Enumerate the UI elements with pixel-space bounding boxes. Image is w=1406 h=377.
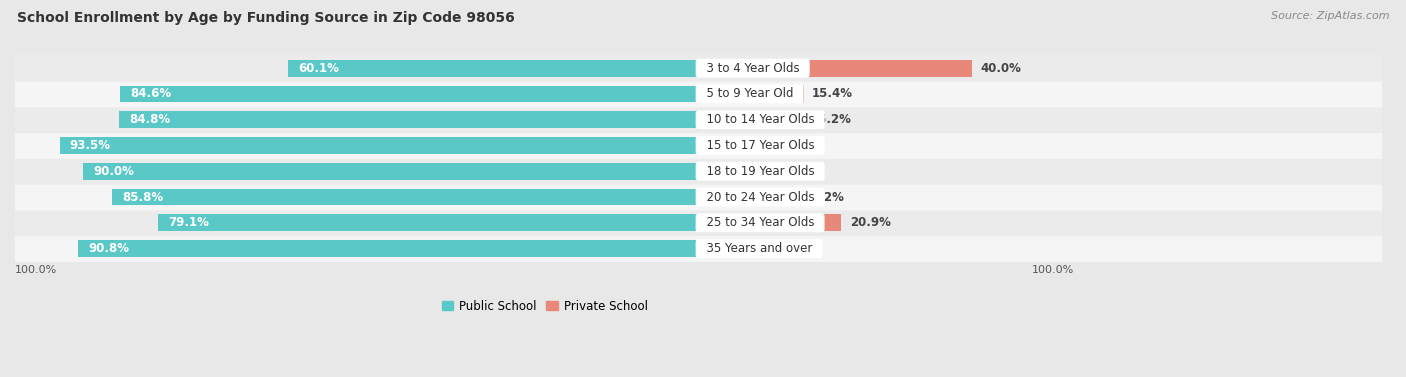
Bar (121, 86, 699, 102)
FancyBboxPatch shape (15, 209, 1382, 236)
Bar (77, 240, 699, 257)
Legend: Public School, Private School: Public School, Private School (437, 295, 652, 317)
Text: 25 to 34 Year Olds: 25 to 34 Year Olds (699, 216, 821, 229)
FancyBboxPatch shape (15, 158, 1382, 185)
Text: 18 to 19 Year Olds: 18 to 19 Year Olds (699, 165, 821, 178)
Text: School Enrollment by Age by Funding Source in Zip Code 98056: School Enrollment by Age by Funding Sour… (17, 11, 515, 25)
Text: 100.0%: 100.0% (15, 265, 58, 275)
Text: 100.0%: 100.0% (1032, 265, 1074, 275)
Text: 35 Years and over: 35 Years and over (699, 242, 820, 255)
Text: 93.5%: 93.5% (70, 139, 111, 152)
Text: 10.0%: 10.0% (775, 165, 815, 178)
FancyBboxPatch shape (15, 106, 1382, 133)
FancyBboxPatch shape (15, 81, 1382, 107)
Text: 90.0%: 90.0% (94, 165, 135, 178)
Bar (699, 60, 972, 77)
Bar (83, 163, 699, 179)
Text: 40.0%: 40.0% (980, 62, 1021, 75)
Text: 60.1%: 60.1% (298, 62, 339, 75)
Bar (699, 111, 803, 128)
Text: 10 to 14 Year Olds: 10 to 14 Year Olds (699, 113, 821, 126)
FancyBboxPatch shape (15, 184, 1382, 210)
Text: 15.4%: 15.4% (813, 87, 853, 100)
Text: 79.1%: 79.1% (169, 216, 209, 229)
Text: 85.8%: 85.8% (122, 190, 163, 204)
Text: 20.9%: 20.9% (849, 216, 890, 229)
Bar (288, 60, 699, 77)
Text: 84.6%: 84.6% (131, 87, 172, 100)
Text: 84.8%: 84.8% (129, 113, 170, 126)
Text: 15 to 17 Year Olds: 15 to 17 Year Olds (699, 139, 821, 152)
Text: Source: ZipAtlas.com: Source: ZipAtlas.com (1271, 11, 1389, 21)
Bar (699, 137, 742, 154)
Bar (699, 86, 804, 102)
Text: 6.5%: 6.5% (751, 139, 785, 152)
Text: 90.8%: 90.8% (89, 242, 129, 255)
Bar (699, 240, 762, 257)
Bar (699, 215, 841, 231)
Text: 5 to 9 Year Old: 5 to 9 Year Old (699, 87, 800, 100)
Bar (157, 215, 699, 231)
FancyBboxPatch shape (15, 55, 1382, 81)
Bar (112, 188, 699, 205)
Text: 9.2%: 9.2% (769, 242, 803, 255)
Text: 15.2%: 15.2% (811, 113, 852, 126)
FancyBboxPatch shape (15, 132, 1382, 159)
Bar (59, 137, 699, 154)
Bar (699, 163, 766, 179)
FancyBboxPatch shape (15, 235, 1382, 262)
Text: 3 to 4 Year Olds: 3 to 4 Year Olds (699, 62, 807, 75)
Text: 20 to 24 Year Olds: 20 to 24 Year Olds (699, 190, 821, 204)
Bar (699, 188, 796, 205)
Text: 14.2%: 14.2% (804, 190, 845, 204)
Bar (120, 111, 699, 128)
